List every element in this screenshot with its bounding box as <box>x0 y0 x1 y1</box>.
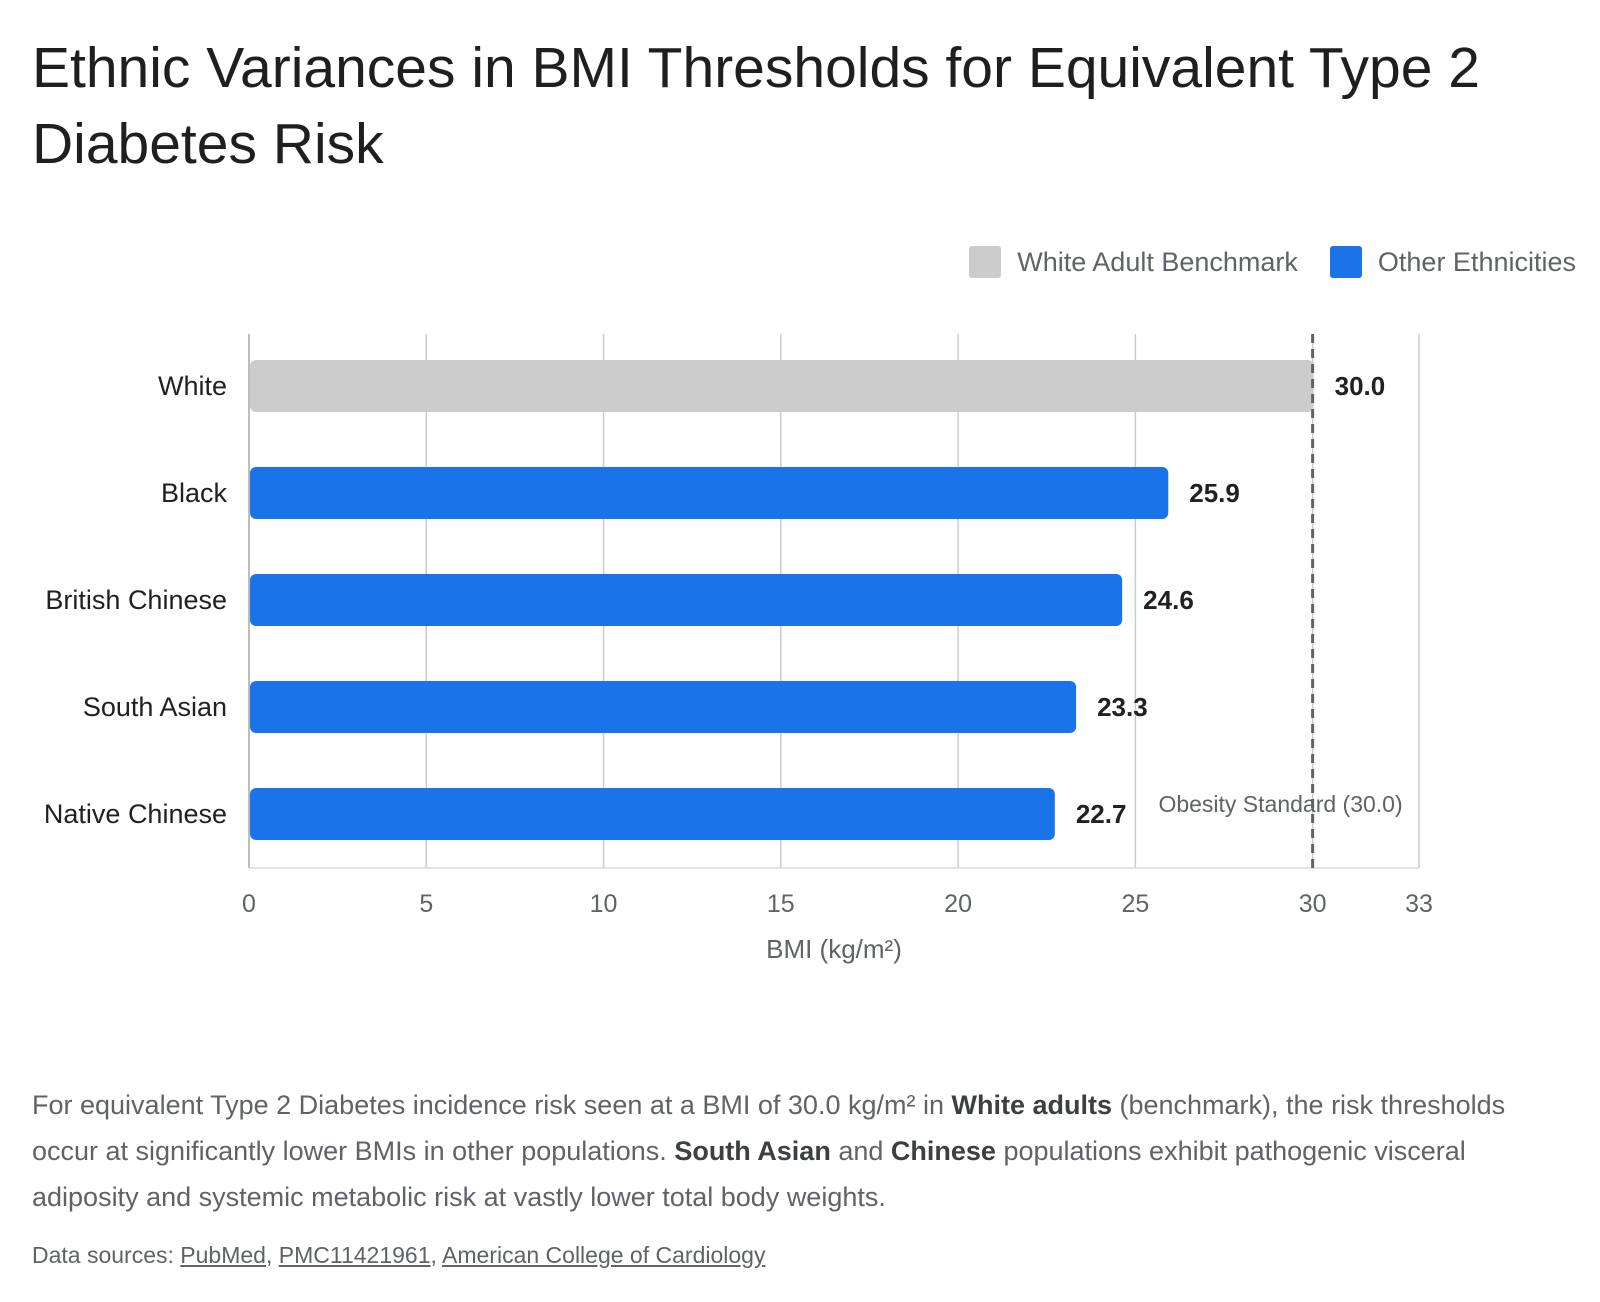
source-link-pubmed[interactable]: PubMed <box>180 1242 266 1268</box>
legend-item-benchmark: White Adult Benchmark <box>969 246 1298 278</box>
data-label: 23.3 <box>1097 692 1148 722</box>
bar <box>250 681 1077 733</box>
legend-swatch-benchmark <box>969 246 1002 278</box>
x-tick-label: 20 <box>944 890 972 918</box>
legend-label-benchmark: White Adult Benchmark <box>1017 246 1298 277</box>
bar <box>250 788 1055 840</box>
source-link-pmc[interactable]: PMC11421961 <box>278 1242 431 1268</box>
bar-chart: 0 5 10 15 20 25 30 33 White 30.0 Black 25.9 British … <box>44 334 1433 964</box>
data-label: 22.7 <box>1076 799 1127 829</box>
category-label: British Chinese <box>45 585 227 615</box>
bar <box>250 467 1169 519</box>
legend-swatch-other <box>1329 246 1362 278</box>
category-label: White <box>158 371 227 401</box>
category-label: Native Chinese <box>44 799 227 829</box>
desc-text-2: (benchmark), the risk thresholds occur a… <box>32 1090 1506 1166</box>
desc-text-1: For equivalent Type 2 Diabetes incidence… <box>32 1090 952 1120</box>
data-label: 25.9 <box>1189 478 1240 508</box>
x-tick-label: 30 <box>1299 890 1327 918</box>
x-tick-label: 0 <box>242 890 256 918</box>
desc-text-4: populations exhibit pathogenic visceral … <box>32 1136 1466 1212</box>
category-label: Black <box>161 478 228 508</box>
desc-text-3: and <box>830 1136 891 1166</box>
reference-line-label: Obesity Standard (30.0) <box>1158 791 1402 817</box>
chart-description: For equivalent Type 2 Diabetes incidence… <box>32 1082 1552 1220</box>
bar <box>250 360 1314 412</box>
legend-item-other: Other Ethnicities <box>1329 246 1576 278</box>
chart-title: Ethnic Variances in BMI Thresholds for E… <box>32 36 1480 176</box>
sources-separator: , <box>430 1242 443 1268</box>
x-tick-label: 25 <box>1121 890 1149 918</box>
legend-label-other: Other Ethnicities <box>1377 246 1576 277</box>
category-label: South Asian <box>83 692 227 722</box>
source-link-acc[interactable]: American College of Cardiology <box>442 1242 766 1268</box>
data-label: 30.0 <box>1335 371 1386 401</box>
legend: White Adult Benchmark Other Ethnicities <box>937 246 1576 278</box>
x-tick-label: 15 <box>767 890 795 918</box>
desc-bold-white: White adults <box>951 1090 1112 1120</box>
x-tick-label: 33 <box>1405 890 1433 918</box>
desc-bold-chinese: Chinese <box>890 1136 996 1166</box>
sources-separator: , <box>265 1242 279 1268</box>
data-label: 24.6 <box>1143 585 1194 615</box>
bar <box>250 574 1123 626</box>
data-sources: Data sources: PubMed, PMC11421961, Ameri… <box>32 1242 765 1269</box>
x-tick-label: 10 <box>590 890 618 918</box>
x-axis-label: BMI (kg/m²) <box>766 934 902 964</box>
desc-bold-south-asian: South Asian <box>674 1136 831 1166</box>
x-tick-label: 5 <box>419 890 433 918</box>
sources-prefix: Data sources: <box>32 1242 181 1268</box>
